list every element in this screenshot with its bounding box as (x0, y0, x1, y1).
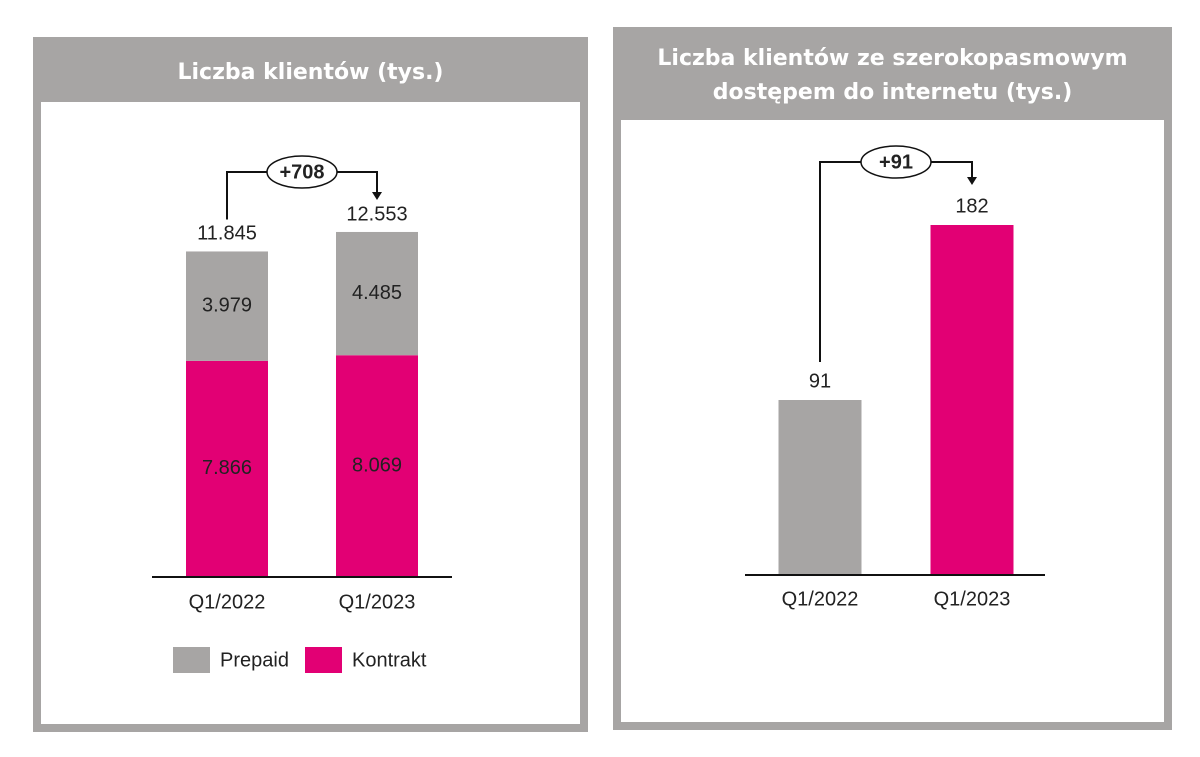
data-label: 7.866 (202, 457, 252, 479)
legend-swatch (173, 647, 210, 673)
legend-swatch (305, 647, 342, 673)
legend-label: Kontrakt (352, 649, 427, 671)
data-label: 3.979 (202, 294, 252, 316)
bar-segment (186, 360, 268, 577)
panel-body (621, 120, 1164, 722)
data-label: 91 (809, 370, 831, 392)
total-label: 11.845 (197, 223, 257, 245)
bar-segment (186, 251, 268, 361)
x-tick-label: Q1/2023 (934, 588, 1011, 610)
data-label: 182 (955, 195, 988, 217)
annotation-bubble (860, 145, 932, 179)
x-tick-label: Q1/2022 (189, 591, 266, 613)
total-label: 12.553 (346, 203, 407, 225)
bar-segment (336, 231, 418, 356)
panel-body (41, 102, 580, 724)
bar (930, 225, 1014, 575)
arrow-head (372, 191, 382, 200)
legend-label: Prepaid (220, 649, 289, 671)
chart-title: Liczba klientów ze szerokopasmowym dostę… (657, 46, 1128, 105)
data-label: 4.485 (352, 282, 402, 304)
x-tick-label: Q1/2022 (782, 588, 859, 610)
data-label: 8.069 (352, 454, 402, 476)
annotation: +91 (879, 151, 913, 173)
chart-title: Liczba klientów (tys.) (177, 60, 444, 85)
bar-segment (336, 355, 418, 577)
annotation: +708 (279, 161, 324, 183)
annotation-bubble (266, 155, 338, 189)
x-tick-label: Q1/2023 (339, 591, 416, 613)
bar (778, 400, 862, 575)
arrow-head (967, 177, 977, 185)
